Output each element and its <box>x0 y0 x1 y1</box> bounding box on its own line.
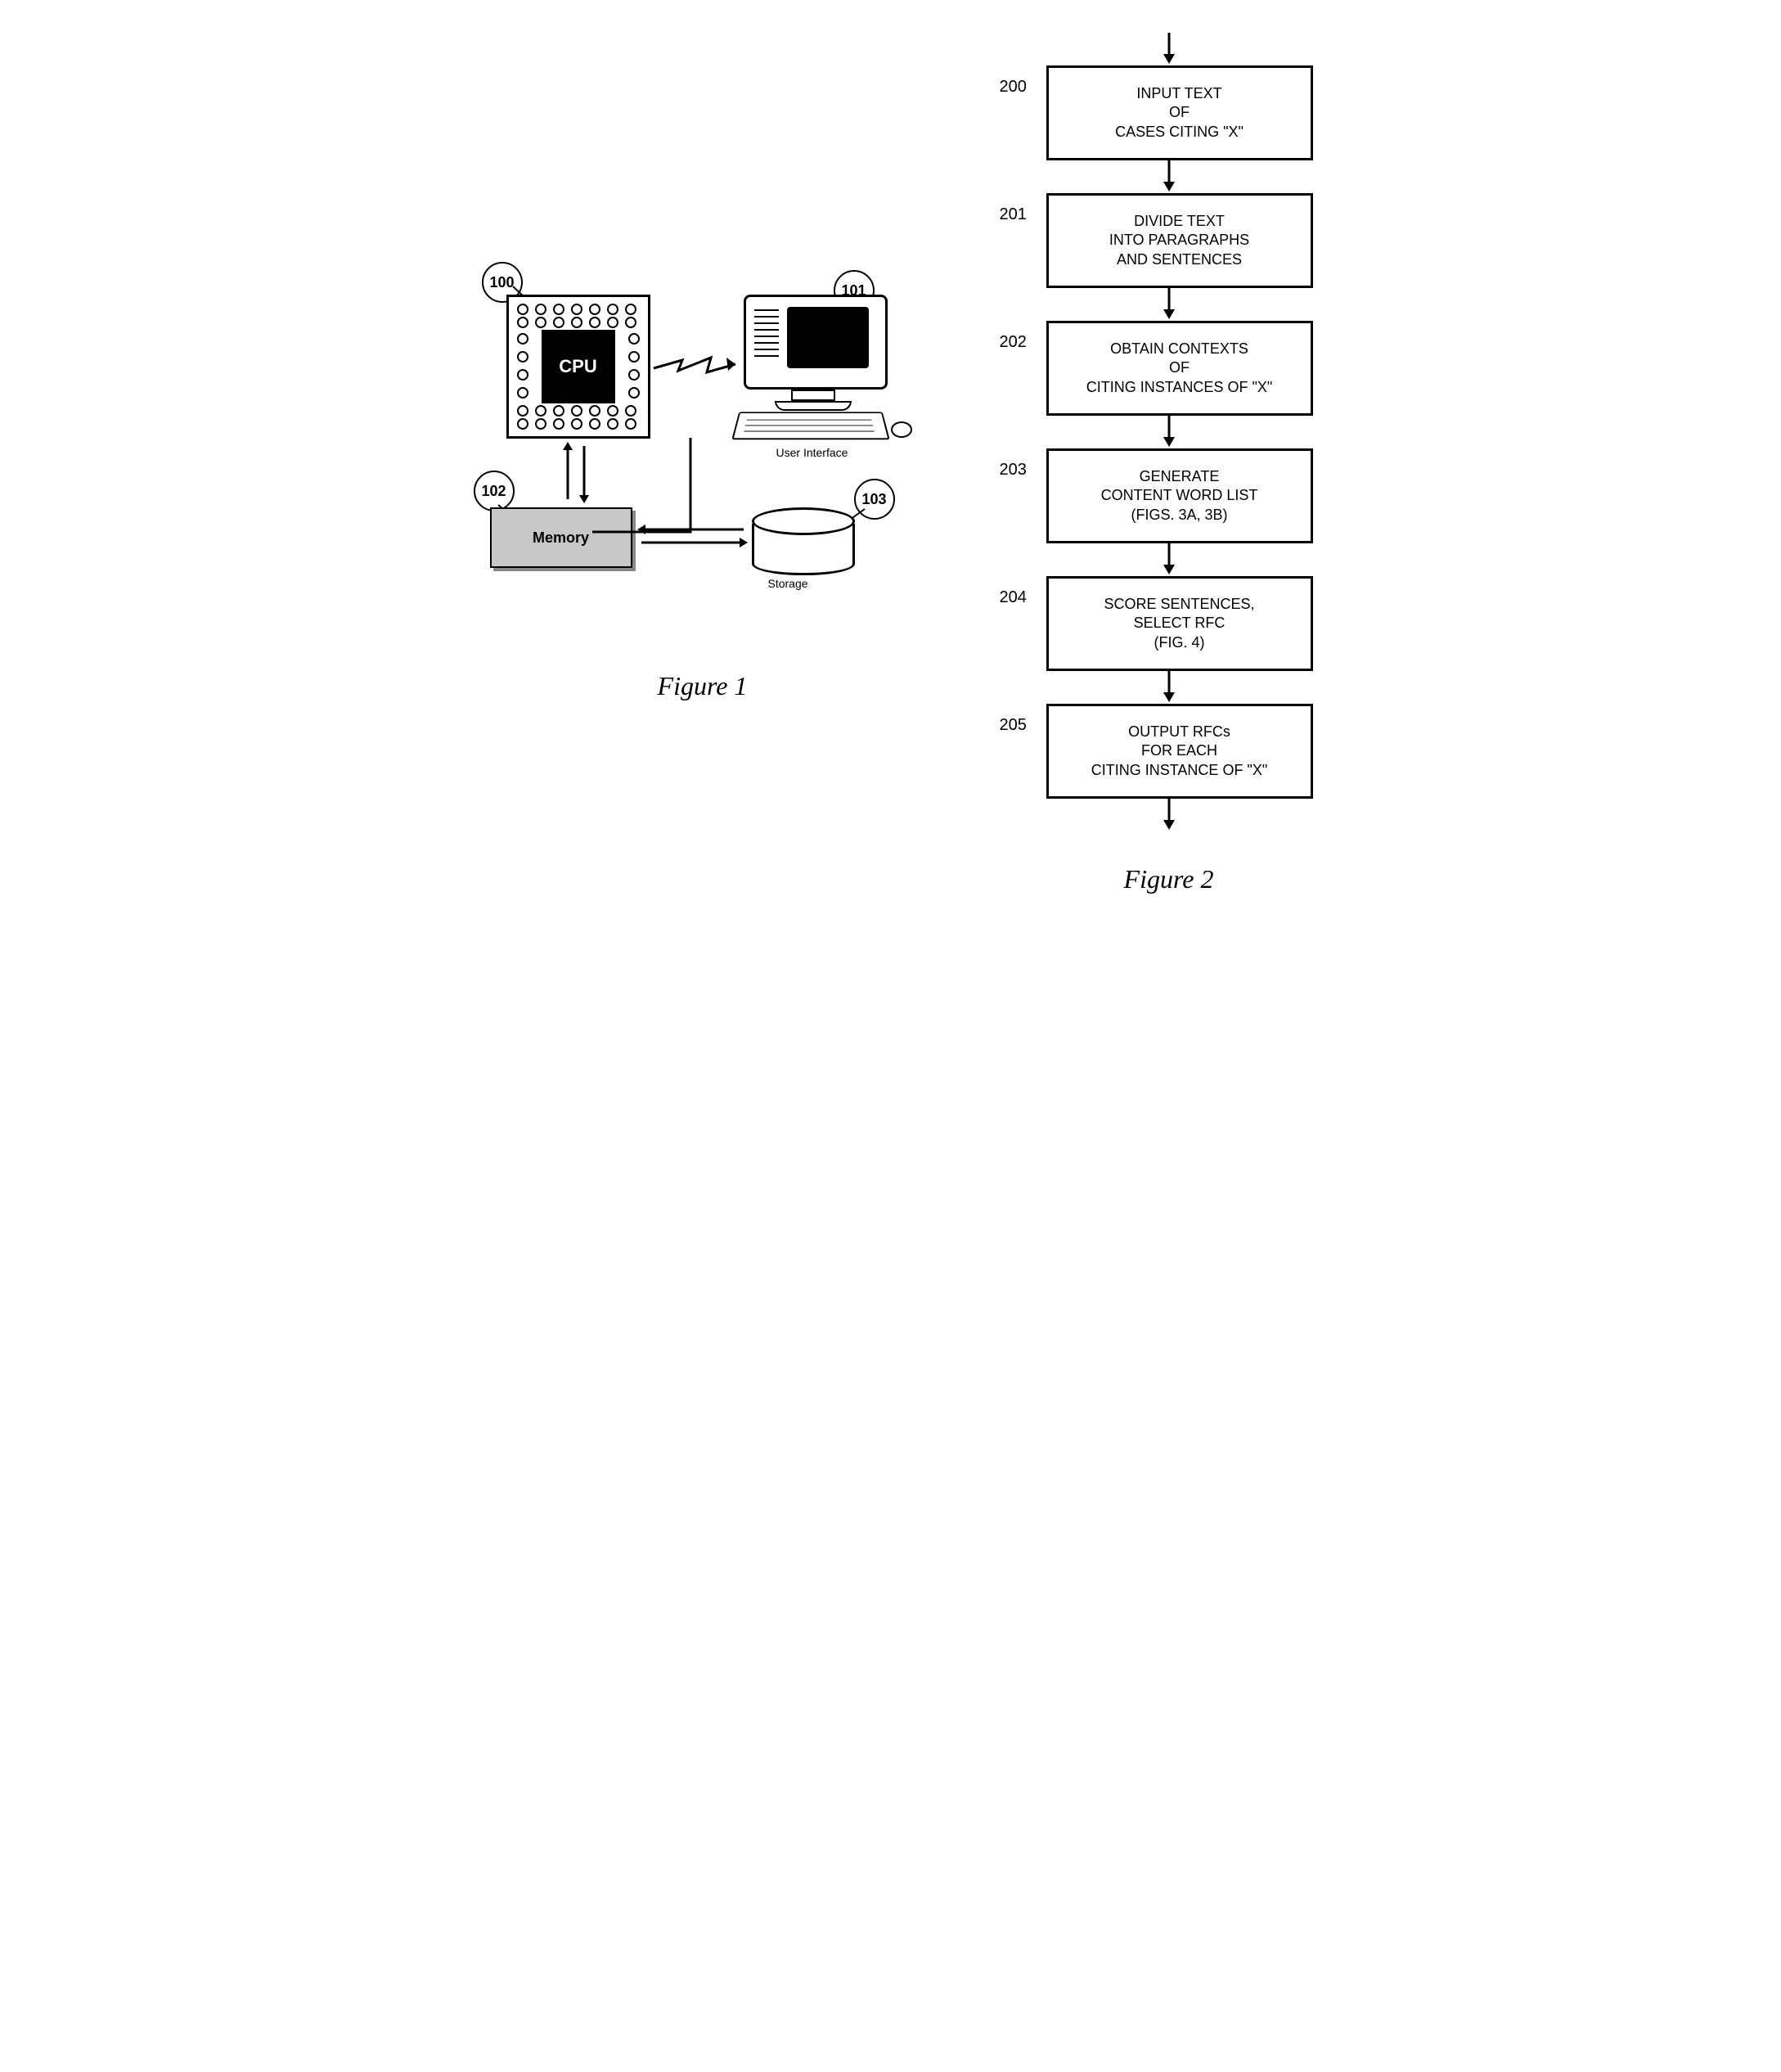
step-text-205: OUTPUT RFCs FOR EACH CITING INSTANCE OF … <box>1091 723 1267 780</box>
flow-arrow-4 <box>1046 671 1292 704</box>
page-container: 100 <box>33 33 1748 894</box>
step-text-201: DIVIDE TEXT INTO PARAGRAPHS AND SENTENCE… <box>1109 212 1249 269</box>
ui-label: User Interface <box>776 446 848 459</box>
figure-1-caption: Figure 1 <box>474 671 932 701</box>
step-num-203: 203 <box>1000 459 1027 480</box>
flow-arrow-0 <box>1046 160 1292 193</box>
flow-step-200: 200 INPUT TEXT OF CASES CITING "X" <box>1046 65 1313 160</box>
flow-step-202: 202 OBTAIN CONTEXTS OF CITING INSTANCES … <box>1046 321 1313 416</box>
step-num-202: 202 <box>1000 331 1027 353</box>
figure-2: 200 INPUT TEXT OF CASES CITING "X" 201 D… <box>981 33 1308 894</box>
step-num-201: 201 <box>1000 204 1027 225</box>
cpu-chip: CPU <box>542 330 615 403</box>
step-text-204: SCORE SENTENCES, SELECT RFC (FIG. 4) <box>1104 595 1254 652</box>
monitor-component <box>744 295 883 401</box>
arrow-memory-storage <box>633 520 752 552</box>
storage-component <box>752 507 850 573</box>
flow-arrow-in <box>1046 33 1292 65</box>
flow-arrow-2 <box>1046 416 1292 448</box>
step-text-200: INPUT TEXT OF CASES CITING "X" <box>1115 84 1244 142</box>
flow-arrow-out <box>1046 799 1292 831</box>
callout-102-label: 102 <box>481 483 506 500</box>
step-num-200: 200 <box>1000 76 1027 97</box>
flow-arrow-3 <box>1046 543 1292 576</box>
cpu-label: CPU <box>559 356 596 377</box>
flow-step-203: 203 GENERATE CONTENT WORD LIST (FIGS. 3A… <box>1046 448 1313 543</box>
cpu-component: CPU <box>506 295 650 439</box>
step-num-205: 205 <box>1000 714 1027 736</box>
flow-arrow-1 <box>1046 288 1292 321</box>
step-num-204: 204 <box>1000 587 1027 608</box>
keyboard-component <box>731 412 889 439</box>
figure-1-canvas: 100 <box>474 262 932 638</box>
storage-label: Storage <box>768 577 808 590</box>
figure-1: 100 <box>474 262 932 701</box>
mouse-component <box>891 421 912 438</box>
arrow-cpu-to-ui <box>650 348 744 389</box>
figure-2-caption: Figure 2 <box>1030 864 1308 894</box>
step-text-203: GENERATE CONTENT WORD LIST (FIGS. 3A, 3B… <box>1101 467 1258 525</box>
memory-label: Memory <box>533 529 589 547</box>
flow-step-205: 205 OUTPUT RFCs FOR EACH CITING INSTANCE… <box>1046 704 1313 799</box>
flow-step-201: 201 DIVIDE TEXT INTO PARAGRAPHS AND SENT… <box>1046 193 1313 288</box>
callout-103-label: 103 <box>861 491 886 508</box>
flow-step-204: 204 SCORE SENTENCES, SELECT RFC (FIG. 4) <box>1046 576 1313 671</box>
step-text-202: OBTAIN CONTEXTS OF CITING INSTANCES OF "… <box>1086 340 1272 397</box>
